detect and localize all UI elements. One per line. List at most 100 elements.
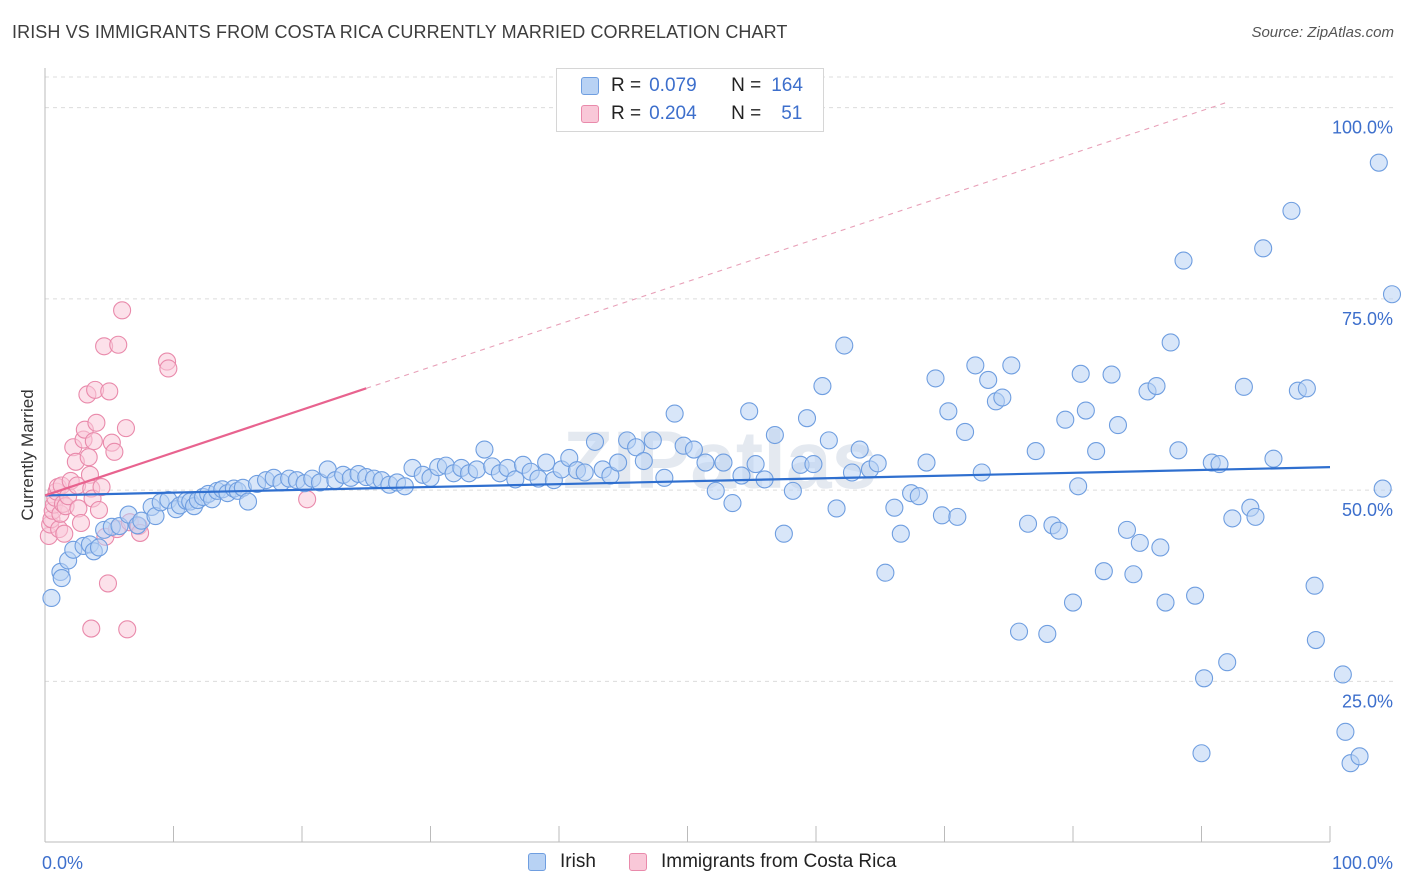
irish-point	[1087, 442, 1106, 461]
costa-rica-n-value: 51	[781, 103, 803, 124]
irish-point	[932, 506, 951, 525]
irish-point	[1234, 377, 1253, 396]
irish-point	[804, 455, 823, 474]
irish-point	[634, 451, 653, 471]
bottom-legend-irish: Irish	[528, 851, 596, 873]
irish-point	[1350, 747, 1369, 766]
costa-rica-point	[55, 524, 74, 543]
costa-rica-legend-swatch	[629, 853, 647, 871]
irish-point	[1333, 665, 1352, 684]
costa-rica-point	[100, 382, 119, 401]
irish-swatch	[581, 77, 599, 95]
costa-rica-point	[105, 442, 124, 461]
irish-point	[979, 370, 998, 389]
irish-point	[917, 453, 936, 472]
irish-point	[1018, 514, 1038, 533]
costa-rica-point	[92, 477, 111, 497]
costa-rica-r-value: 0.204	[649, 103, 697, 124]
costa-rica-r-label: R =	[611, 103, 642, 124]
irish-point	[1186, 586, 1205, 605]
irish-n-label: N =	[731, 75, 762, 96]
irish-point	[1071, 364, 1090, 383]
irish-point	[1169, 441, 1188, 460]
irish-point	[1297, 379, 1316, 398]
irish-point	[835, 336, 854, 355]
costa-rica-n-label: N =	[731, 103, 762, 124]
irish-point	[1049, 521, 1068, 540]
irish-point	[1369, 153, 1388, 172]
irish-point	[42, 588, 61, 608]
irish-point	[575, 463, 594, 482]
irish-point	[52, 569, 71, 588]
legend-row-costa-rica: R = 0.204 N = 51	[581, 101, 802, 127]
irish-point	[89, 538, 109, 557]
irish-point	[868, 454, 887, 473]
irish-point	[1382, 285, 1402, 304]
y-tick-label: 75.0%	[1342, 309, 1393, 329]
legend-row-irish: R = 0.079 N = 164	[581, 73, 803, 99]
x-tick-label: 100.0%	[1332, 853, 1393, 873]
costa-rica-point	[113, 301, 132, 320]
irish-points	[42, 153, 1402, 773]
irish-point	[714, 453, 733, 472]
irish-point	[939, 402, 958, 421]
irish-point	[684, 440, 703, 459]
irish-point	[1306, 630, 1325, 650]
irish-point	[1009, 622, 1029, 641]
source-label: Source: ZipAtlas.com	[1251, 24, 1394, 41]
costa-rica-point	[109, 335, 128, 354]
irish-point	[1282, 201, 1301, 220]
irish-r-label: R =	[611, 75, 642, 96]
costa-rica-point	[118, 620, 137, 639]
irish-legend-label: Irish	[560, 851, 596, 872]
irish-point	[475, 440, 494, 459]
irish-point	[1147, 377, 1166, 396]
irish-point	[696, 453, 715, 472]
costa-rica-point	[82, 619, 101, 638]
irish-n-value: 164	[771, 75, 803, 96]
irish-point	[1002, 356, 1021, 375]
costa-rica-legend-label: Immigrants from Costa Rica	[661, 851, 897, 872]
costa-rica-trend-extension	[366, 101, 1228, 389]
irish-point	[1336, 722, 1355, 741]
irish-point	[1056, 410, 1075, 429]
costa-rica-point	[71, 513, 91, 533]
irish-point	[909, 487, 928, 506]
irish-point	[1076, 401, 1095, 420]
irish-legend-swatch	[528, 853, 546, 871]
costa-rica-points	[39, 301, 317, 639]
irish-point	[706, 481, 725, 500]
irish-point	[1124, 565, 1143, 584]
irish-point	[627, 438, 646, 457]
irish-point	[1151, 538, 1170, 557]
irish-point	[1192, 744, 1211, 763]
irish-point	[1156, 593, 1175, 612]
costa-rica-trend-line	[44, 387, 367, 497]
irish-point	[876, 563, 895, 582]
irish-trend-line	[44, 466, 1331, 497]
irish-point	[813, 377, 832, 396]
irish-point	[732, 466, 751, 485]
irish-point	[1210, 455, 1229, 474]
irish-point	[537, 453, 556, 472]
irish-point	[1102, 365, 1121, 384]
irish-point	[1195, 669, 1214, 688]
irish-point	[723, 494, 742, 513]
irish-point	[1264, 449, 1283, 468]
costa-rica-point	[98, 574, 118, 593]
irish-point	[966, 356, 985, 375]
costa-rica-point	[159, 359, 178, 378]
irish-point	[1254, 239, 1273, 258]
irish-point	[1130, 533, 1149, 552]
trend-lines	[44, 101, 1331, 497]
irish-point	[1117, 520, 1137, 539]
x-tick-labels: 0.0% 100.0%	[42, 853, 1393, 873]
x-tick-label: 0.0%	[42, 853, 83, 873]
irish-point	[1373, 479, 1392, 498]
irish-point	[926, 369, 945, 388]
irish-point	[1161, 333, 1180, 352]
irish-point	[740, 402, 759, 421]
costa-rica-point	[84, 432, 103, 451]
irish-point	[395, 477, 414, 496]
irish-point	[993, 388, 1012, 407]
